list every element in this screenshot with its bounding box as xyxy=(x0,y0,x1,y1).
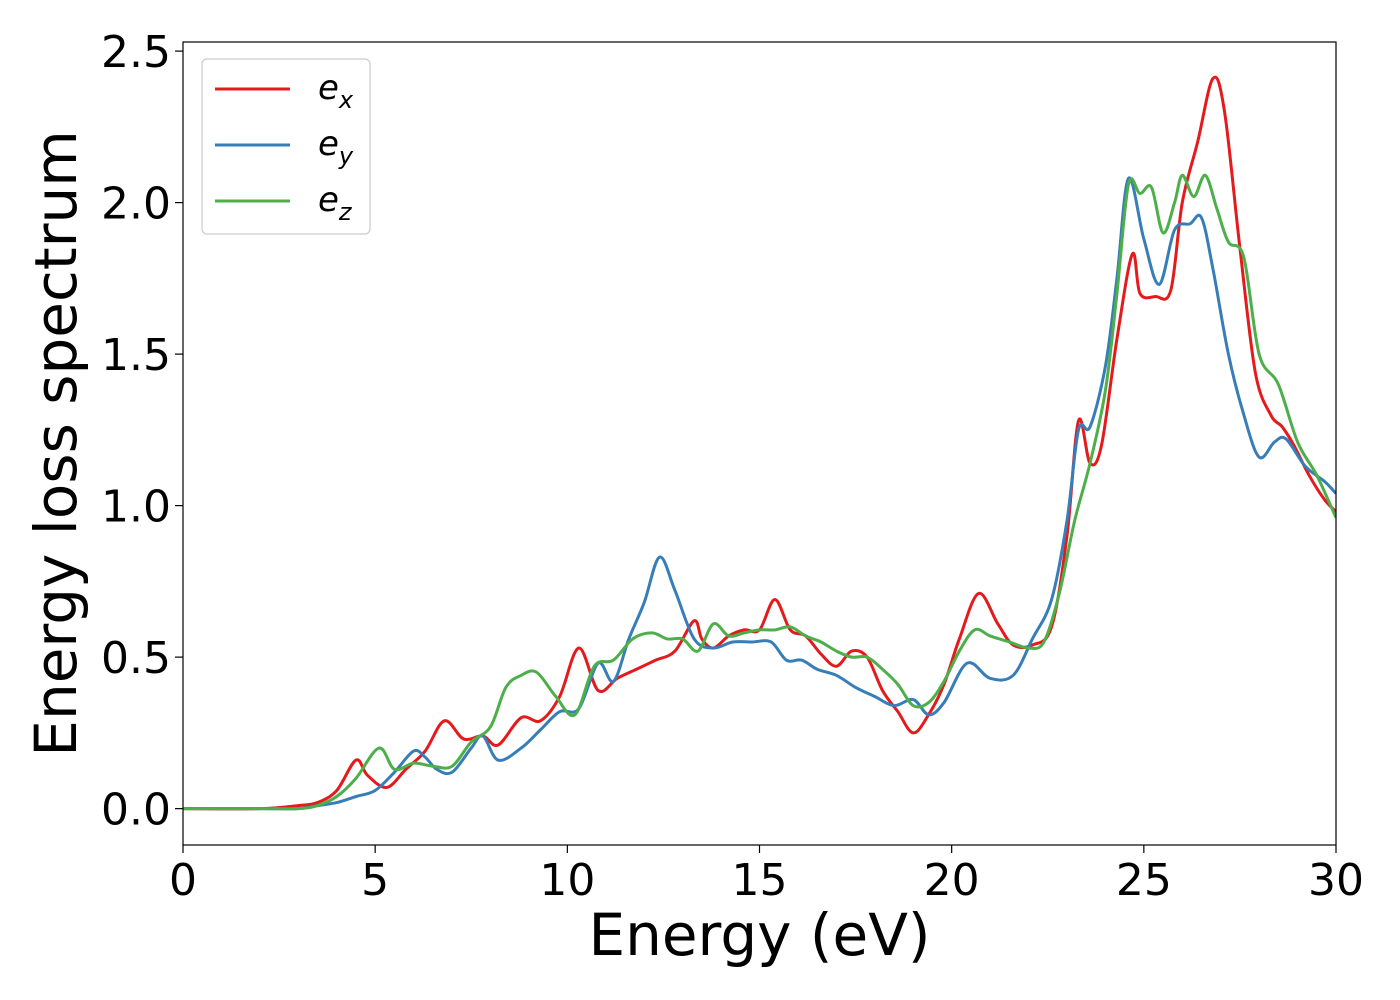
legend-label-x: ex xyxy=(318,68,354,114)
x-tick-label: 10 xyxy=(539,855,595,906)
legend-label-z: ez xyxy=(318,180,353,226)
y-tick-label: 1.5 xyxy=(101,330,171,381)
plot-background xyxy=(183,42,1336,845)
x-tick-label: 25 xyxy=(1116,855,1172,906)
legend-label-y: ey xyxy=(318,124,354,170)
y-tick-label: 2.0 xyxy=(101,179,171,230)
x-tick-label: 0 xyxy=(169,855,197,906)
legend: ex ey ez xyxy=(201,58,371,235)
y-tick-label: 0.0 xyxy=(101,785,171,836)
y-tick-label: 0.5 xyxy=(101,633,171,684)
y-axis: 0.0 0.5 1.0 1.5 2.0 2.5 xyxy=(101,27,183,836)
series-layer xyxy=(183,75,1336,811)
y-axis-title: Energy loss spectrum xyxy=(22,130,90,756)
series-line-z xyxy=(183,173,1336,811)
x-tick-label: 5 xyxy=(361,855,389,906)
plot-frame xyxy=(182,41,1337,846)
x-tick-label: 20 xyxy=(924,855,980,906)
y-tick-label: 2.5 xyxy=(101,27,171,78)
y-tick-label: 1.0 xyxy=(101,482,171,533)
x-axis: 0 5 10 15 20 25 30 xyxy=(169,845,1364,906)
x-tick-label: 30 xyxy=(1308,855,1364,906)
series-line-y xyxy=(183,176,1336,811)
x-tick-label: 15 xyxy=(732,855,788,906)
x-axis-title: Energy (eV) xyxy=(588,901,930,969)
